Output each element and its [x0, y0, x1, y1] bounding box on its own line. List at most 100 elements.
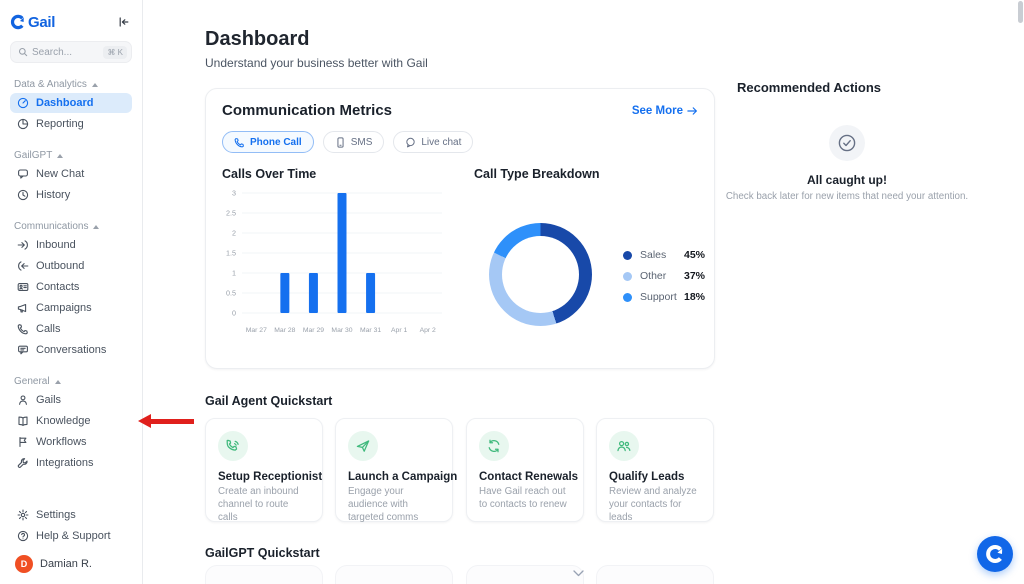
quickstart-card-title: Qualify Leads [609, 471, 685, 483]
sidebar-item-label: Contacts [36, 281, 80, 293]
sidebar-item-label: Reporting [36, 118, 84, 130]
sidebar-item-integrations[interactable]: Integrations [10, 453, 132, 473]
sidebar-item-calls[interactable]: Calls [10, 319, 132, 339]
quickstart-card-contact-renewals[interactable]: Contact Renewals Have Gail reach out to … [466, 418, 584, 522]
sidebar-item-label: New Chat [36, 168, 85, 180]
svg-text:1: 1 [232, 269, 236, 278]
gailgpt-card-stub[interactable] [466, 565, 584, 584]
quickstart-card-desc: Engage your audience with targeted comms [348, 486, 419, 523]
sidebar-item-knowledge[interactable]: Knowledge [10, 411, 194, 431]
gail-logo: Gail [10, 14, 55, 31]
quickstart-card-setup-receptionist[interactable]: Setup Receptionist Create an inbound cha… [205, 418, 323, 523]
section-label-communications[interactable]: Communications [14, 221, 132, 232]
quickstart-title: Gail Agent Quickstart [205, 394, 333, 408]
legend-item-sales: Sales 45% [623, 249, 705, 261]
section-label-data-analytics[interactable]: Data & Analytics [14, 79, 132, 90]
sidebar-item-history[interactable]: History [10, 185, 132, 205]
sidebar-footer: Settings Help & Support D Damian R. [10, 505, 132, 576]
svg-text:Mar 27: Mar 27 [246, 327, 267, 334]
legend-dot [623, 271, 632, 281]
quickstart-card-title: Contact Renewals [479, 471, 579, 483]
sidebar-item-label: Gails [36, 394, 62, 406]
sidebar-item-conversations[interactable]: Conversations [10, 340, 132, 360]
live-chat-icon [405, 137, 416, 148]
gailgpt-card-stub[interactable] [596, 565, 714, 584]
svg-text:2: 2 [232, 229, 236, 238]
svg-text:0.5: 0.5 [226, 289, 236, 298]
sidebar-item-label: Integrations [36, 457, 94, 469]
flag-icon [17, 436, 29, 448]
megaphone-icon [17, 302, 29, 314]
sidebar-collapse-icon[interactable] [116, 14, 132, 30]
gailgpt-card-stub[interactable] [335, 565, 453, 584]
sidebar-item-inbound[interactable]: Inbound [10, 235, 132, 255]
sidebar-item-contacts[interactable]: Contacts [10, 277, 132, 297]
gail-logo-icon [986, 545, 1003, 563]
page-title: Dashboard [205, 28, 310, 50]
see-more-link[interactable]: See More [632, 105, 698, 117]
tab-label: Live chat [421, 136, 462, 148]
arrow-right-icon [687, 106, 698, 116]
page-subtitle: Understand your business better with Gai… [205, 56, 428, 70]
sidebar-item-label: Knowledge [36, 415, 91, 427]
gailgpt-quickstart-title: GailGPT Quickstart [205, 546, 320, 560]
sidebar-item-label: Dashboard [36, 97, 94, 109]
section-label-text: Communications [14, 221, 89, 232]
sidebar-item-help-support[interactable]: Help & Support [10, 526, 132, 546]
sidebar-item-label: Campaigns [36, 302, 92, 314]
scrollbar-thumb[interactable] [1018, 1, 1023, 23]
user-menu[interactable]: D Damian R. [10, 552, 132, 576]
bar-chart-title: Calls Over Time [222, 167, 317, 181]
legend-percent: 37% [683, 270, 705, 282]
tab-live-chat[interactable]: Live chat [393, 131, 474, 153]
quickstart-card-desc: Have Gail reach out to contacts to renew [479, 486, 567, 510]
quickstart-card-launch-campaign[interactable]: Launch a Campaign Engage your audience w… [335, 418, 458, 523]
quickstart-card-desc: Create an inbound channel to route calls [218, 486, 299, 523]
svg-text:Mar 31: Mar 31 [360, 327, 381, 334]
sidebar-item-workflows[interactable]: Workflows [10, 432, 132, 452]
recommended-title: Recommended Actions [737, 80, 881, 95]
svg-text:Mar 28: Mar 28 [274, 327, 295, 334]
caret-up-icon [54, 379, 61, 384]
sidebar-item-reporting[interactable]: Reporting [10, 114, 132, 134]
sidebar-item-label: History [36, 189, 71, 201]
legend-item-other: Other 37% [623, 270, 705, 282]
sidebar-item-gails[interactable]: Gails [10, 390, 132, 410]
sidebar-item-settings[interactable]: Settings [10, 505, 132, 525]
chevron-down-icon[interactable] [572, 565, 585, 583]
svg-text:Mar 30: Mar 30 [331, 327, 352, 334]
svg-text:2.5: 2.5 [226, 209, 236, 218]
search-input[interactable] [32, 46, 100, 58]
gail-chat-fab[interactable] [977, 536, 1013, 572]
svg-text:0: 0 [232, 309, 236, 318]
search-box[interactable]: ⌘ K [10, 41, 132, 63]
quickstart-card-title: Launch a Campaign [348, 471, 458, 483]
donut-chart-title: Call Type Breakdown [474, 167, 600, 181]
quickstart-card-qualify-leads[interactable]: Qualify Leads Review and analyze your co… [596, 418, 714, 523]
sidebar-item-campaigns[interactable]: Campaigns [10, 298, 132, 318]
gail-logo-icon [10, 14, 26, 30]
sidebar-item-label: Calls [36, 323, 61, 335]
legend-dot [623, 250, 632, 260]
caret-up-icon [91, 82, 98, 87]
tab-phone-call[interactable]: Phone Call [222, 131, 314, 153]
section-label-general[interactable]: General [14, 376, 132, 387]
sidebar: Gail ⌘ K Data & Analytics Dashboard Report… [0, 0, 194, 584]
chat-bubble-icon [17, 168, 29, 180]
sidebar-item-outbound[interactable]: Outbound [10, 256, 132, 276]
call-type-donut [489, 223, 592, 326]
section-label-gailgpt[interactable]: GailGPT [14, 150, 132, 161]
gailgpt-card-stub[interactable] [205, 565, 323, 584]
send-icon [348, 431, 378, 461]
sidebar-item-new-chat[interactable]: New Chat [10, 164, 132, 184]
section-label-text: Data & Analytics [14, 79, 87, 90]
channel-tabs: Phone Call SMS Live chat [222, 131, 474, 153]
tab-sms[interactable]: SMS [322, 131, 385, 153]
book-icon [17, 415, 29, 427]
reporting-icon [17, 118, 29, 130]
communication-metrics-card: Communication Metrics See More Phone Cal… [205, 88, 715, 369]
caught-up-caption: Check back later for new items that need… [725, 191, 969, 202]
recommended-actions-panel: Recommended Actions All caught up! Check… [726, 80, 968, 202]
sidebar-item-dashboard[interactable]: Dashboard [10, 93, 132, 113]
app-name: Gail [28, 13, 56, 31]
